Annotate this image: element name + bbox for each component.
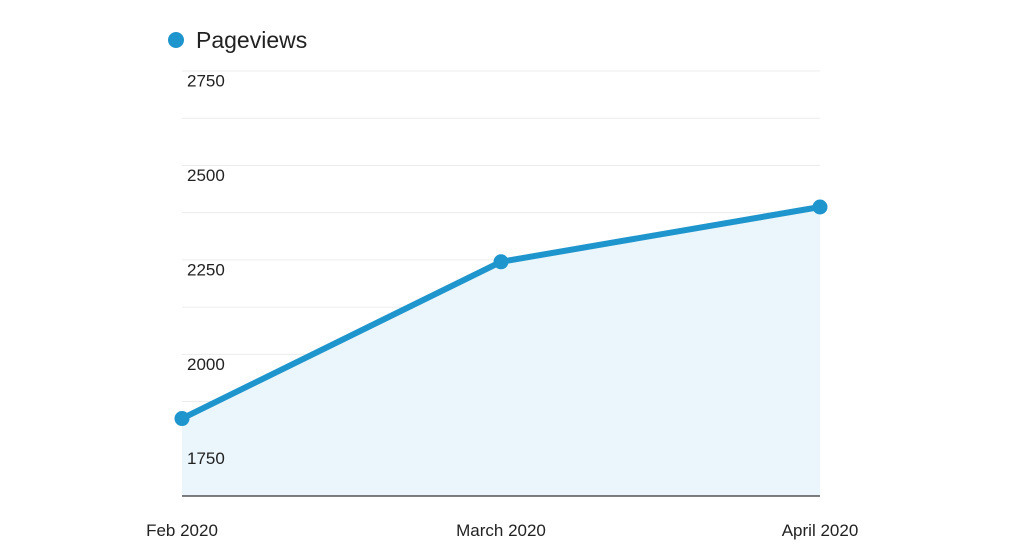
y-tick-label: 2250 [187,260,225,279]
data-points [174,199,828,427]
data-point [812,199,828,215]
y-tick-labels: 1750 2000 2250 2500 2750 [187,71,225,468]
y-tick-label: 2000 [187,355,225,374]
area-fill [182,207,820,496]
legend[interactable]: Pageviews [168,27,307,53]
legend-swatch-icon [168,32,184,48]
y-tick-label: 2500 [187,166,225,185]
data-point [174,411,190,427]
x-tick-labels: Feb 2020 March 2020 April 2020 [146,521,858,540]
x-tick-label: April 2020 [782,521,859,540]
data-point [493,254,509,270]
area-fill-layer [182,207,820,496]
y-tick-label: 1750 [187,449,225,468]
legend-label: Pageviews [196,27,307,53]
x-tick-label: March 2020 [456,521,546,540]
x-tick-label: Feb 2020 [146,521,218,540]
y-tick-label: 2750 [187,71,225,90]
